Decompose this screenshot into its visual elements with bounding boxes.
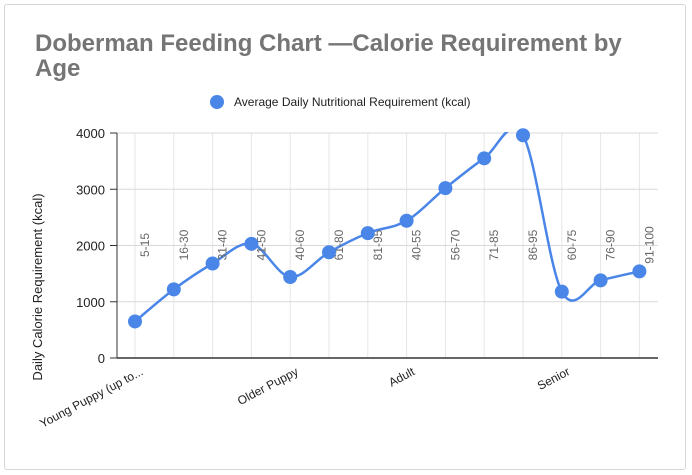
data-labels: 5-15 16-30 31-40 41-50 40-60 61-80 81-95 40-55 5… [138,226,656,264]
category-label-16-30: 16-30 [177,229,191,260]
category-label-41-50: 41-50 [254,229,268,260]
legend: Average Daily Nutritional Requirement (k… [210,95,471,109]
category-label-76-90: 76-90 [604,229,618,260]
y-tick-label: 2000 [76,239,105,254]
group-label-young-puppy-up-to: Young Puppy (up to... [37,364,145,430]
chart-title: Doberman Feeding Chart —Calorie Requirem… [35,30,622,82]
data-point-81-95 [360,226,375,241]
category-labels: Young Puppy (up to... Older Puppy Adult Sen… [37,364,572,431]
data-point-40-55 [399,213,414,228]
series-points [128,128,647,329]
category-label-86-95: 86-95 [526,229,540,260]
data-point-41-50 [244,236,259,251]
data-point-60-75 [554,284,569,299]
data-point-71-85 [477,151,492,166]
y-tick-labels: 0 1000 2000 3000 4000 [76,126,105,366]
y-tick-label: 1000 [76,295,105,310]
category-label-91-100: 91-100 [642,226,656,264]
data-point-76-90 [593,273,608,288]
group-label-adult: Adult [386,364,417,390]
data-point-91-100 [632,264,647,279]
data-point-5-15 [128,314,142,329]
group-label-senior: Senior [535,364,572,393]
axes [110,132,658,359]
legend-marker [210,95,224,109]
y-tick-label: 3000 [76,182,105,197]
group-label-older-puppy: Older Puppy [235,364,300,408]
data-point-31-40 [205,256,220,271]
legend-entry: Average Daily Nutritional Requirement (k… [234,95,471,109]
data-point-16-30 [166,282,181,297]
data-point-86-95 [516,128,530,143]
category-label-40-55: 40-55 [410,229,424,260]
category-label-56-70: 56-70 [448,229,462,260]
category-label-40-60: 40-60 [293,229,307,260]
data-point-61-80 [322,245,336,260]
category-label-81-95: 81-95 [371,229,385,260]
category-label-71-85: 71-85 [487,229,501,260]
chart-container: Doberman Feeding Chart —Calorie Requirem… [4,4,686,470]
category-label-60-75: 60-75 [565,229,579,260]
y-tick-label: 4000 [76,126,105,141]
category-label-31-40: 31-40 [216,229,230,260]
y-tick-label: 0 [98,351,105,366]
data-point-56-70 [438,181,453,196]
category-label-5-15: 5-15 [138,233,152,257]
horizontal-gridlines [117,132,658,303]
y-axis-title: Daily Calorie Requirement (kcal) [30,193,45,380]
data-point-40-60 [283,270,298,284]
